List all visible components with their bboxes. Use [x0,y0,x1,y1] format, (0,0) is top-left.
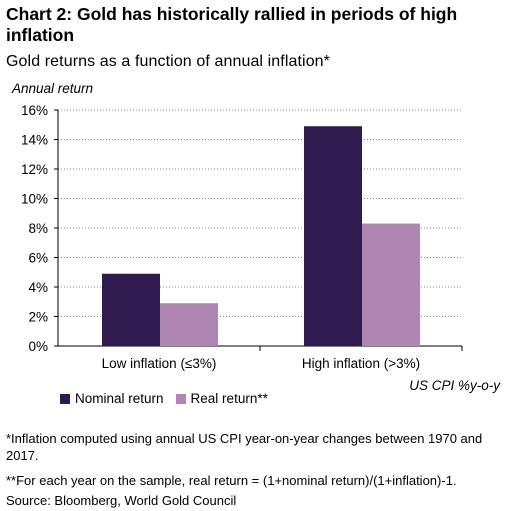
bar-real [160,303,218,346]
y-tick-label: 10% [21,192,48,207]
legend-swatch-nominal [60,393,70,404]
y-tick-label: 2% [28,310,48,325]
footnote-inflation: *Inflation computed using annual US CPI … [6,431,483,463]
y-axis-label: Annual return [12,81,94,96]
legend-item-real: Real return** [175,391,268,406]
bar-nominal [102,273,160,346]
bar-real [362,223,420,346]
footnote-real-return: **For each year on the sample, real retu… [6,473,457,488]
y-tick-label: 0% [28,339,48,354]
chart-title: Chart 2: Gold has historically rallied i… [6,4,458,45]
y-tick-label: 16% [21,103,48,118]
legend-swatch-real [175,393,186,404]
legend-label-real: Real return** [190,391,268,406]
y-tick-label: 6% [28,251,48,266]
y-tick-label: 12% [21,162,48,177]
bar-nominal [304,126,362,346]
legend: Nominal return Real return** [60,391,280,406]
legend-item-nominal: Nominal return [60,391,164,406]
legend-label-nominal: Nominal return [75,391,164,406]
x-axis-unit-label: US CPI %y-o-y [409,378,500,393]
chart-subtitle: Gold returns as a function of annual inf… [6,53,331,70]
x-tick-label: Low inflation (≤3%) [102,356,217,371]
y-tick-label: 14% [21,133,48,148]
y-tick-label: 4% [28,280,48,295]
x-tick-label: High inflation (>3%) [302,356,420,371]
y-tick-label: 8% [28,221,48,236]
source-note: Source: Bloomberg, World Gold Council [6,493,237,508]
